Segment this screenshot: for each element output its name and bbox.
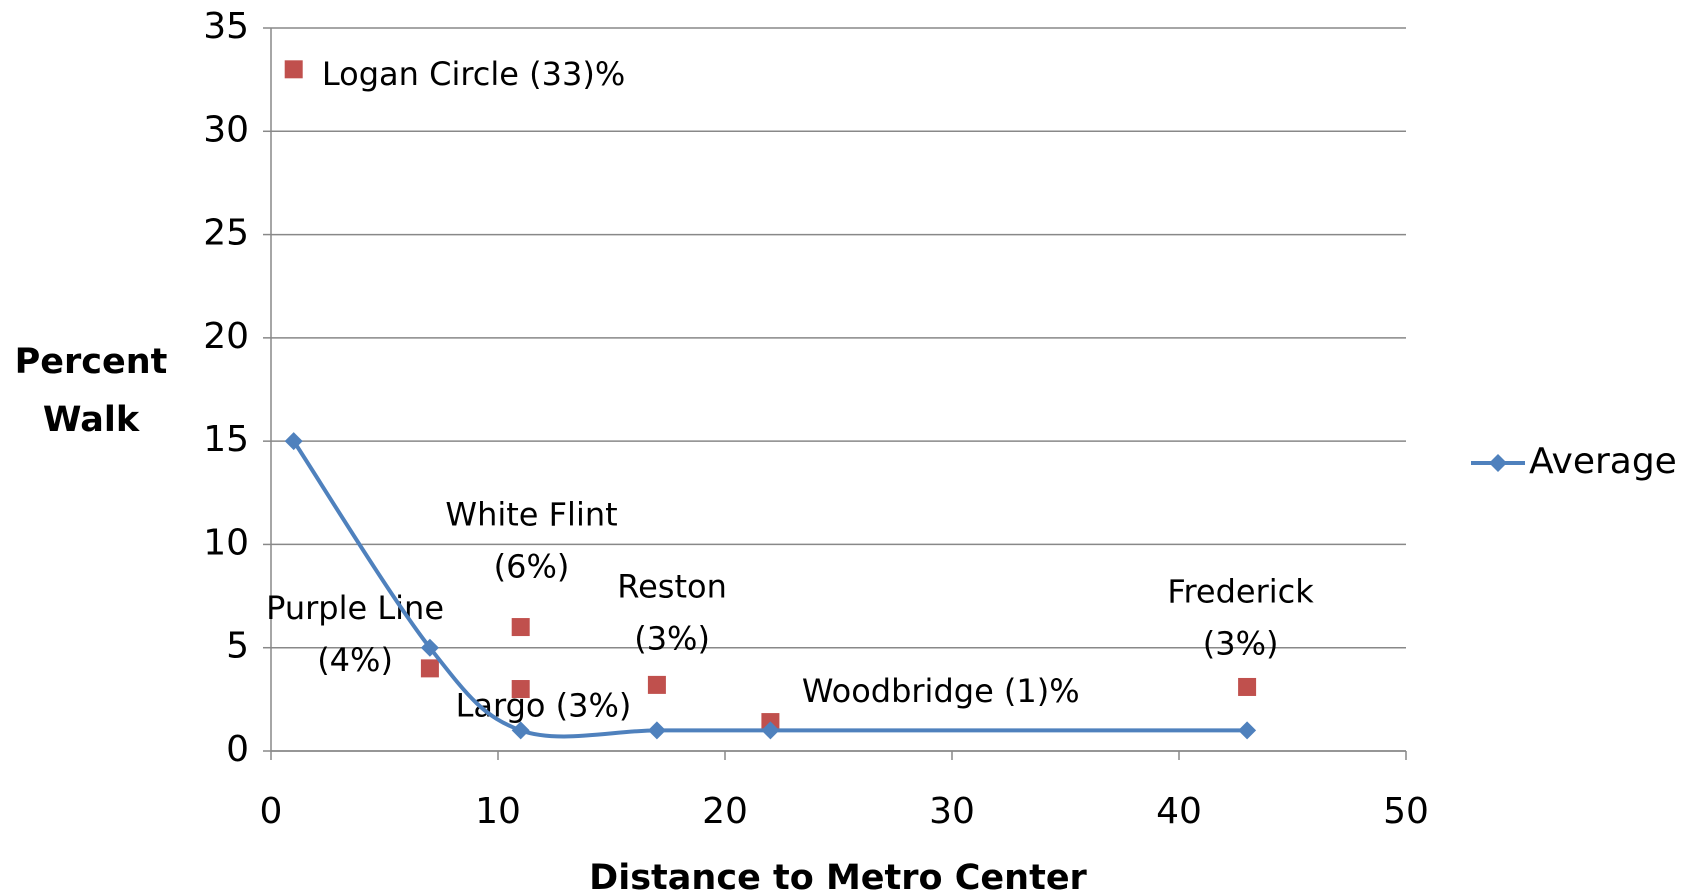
point-label: (6%)	[494, 547, 570, 585]
legend-marker	[1489, 454, 1507, 472]
point-label: (3%)	[1203, 625, 1279, 663]
point	[420, 659, 439, 678]
y-tick-label: 15	[203, 419, 249, 460]
point-label: (3%)	[634, 619, 710, 657]
point-label: Woodbridge (1)%	[802, 672, 1080, 710]
marker	[511, 721, 530, 740]
point	[511, 680, 530, 699]
y-axis-title: Walk	[43, 400, 140, 440]
point	[647, 675, 666, 694]
x-tick-label: 40	[1156, 791, 1202, 832]
x-axis-title: Distance to Metro Center	[589, 858, 1087, 894]
point-label: White Flint	[445, 495, 617, 533]
x-tick-label: 10	[475, 791, 521, 832]
point-label: Reston	[617, 567, 727, 605]
point	[511, 618, 530, 637]
line	[292, 440, 1248, 739]
marker	[761, 721, 780, 740]
y-tick-label: 30	[203, 109, 249, 150]
x-tick-label: 30	[929, 791, 975, 832]
point-label: Purple Line	[266, 589, 444, 627]
point	[284, 60, 303, 79]
y-tick-label: 25	[203, 213, 249, 254]
point-label: Largo (3%)	[456, 686, 632, 724]
point	[1238, 677, 1257, 696]
y-tick-label: 5	[226, 626, 249, 667]
point-label: Logan Circle (33)%	[322, 55, 625, 93]
point-label: Frederick	[1167, 573, 1314, 611]
x-tick-label: 20	[702, 791, 748, 832]
y-tick-label: 0	[226, 729, 249, 770]
point-label: (4%)	[317, 641, 393, 679]
x-tick-label: 50	[1383, 791, 1429, 832]
marker	[647, 721, 666, 740]
y-axis-title: Percent	[15, 342, 168, 382]
marker	[284, 432, 303, 451]
y-tick-label: 10	[203, 522, 249, 563]
y-tick-label: 35	[203, 6, 249, 47]
y-tick-label: 20	[203, 316, 249, 357]
marker	[420, 638, 439, 657]
x-tick-label: 0	[260, 791, 283, 832]
legend-label: Average	[1529, 441, 1677, 482]
marker	[1238, 721, 1257, 740]
